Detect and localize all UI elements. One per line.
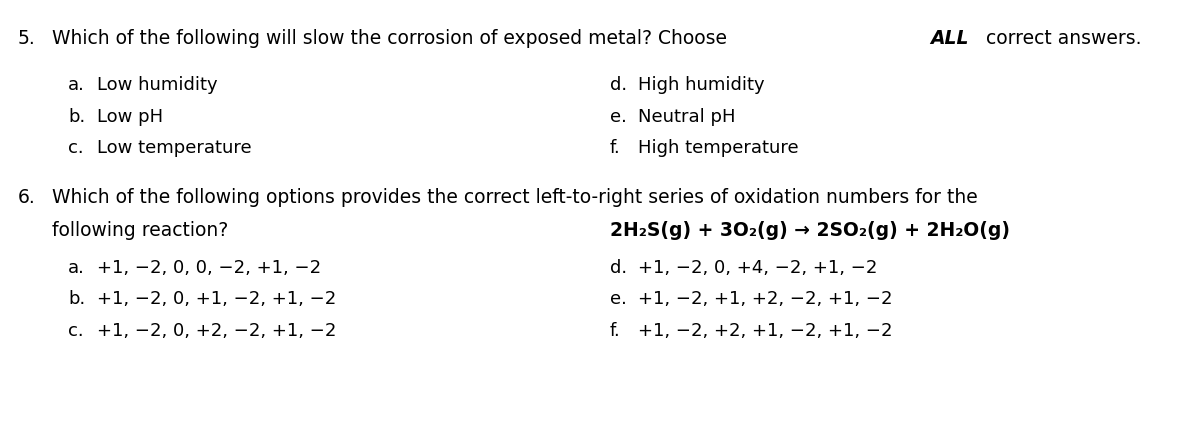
Text: +1, −2, 0, 0, −2, +1, −2: +1, −2, 0, 0, −2, +1, −2 [97,259,322,277]
Text: Which of the following options provides the correct left-to-right series of oxid: Which of the following options provides … [52,188,978,207]
Text: High temperature: High temperature [638,139,799,157]
Text: +1, −2, 0, +2, −2, +1, −2: +1, −2, 0, +2, −2, +1, −2 [97,322,336,340]
Text: High humidity: High humidity [638,76,764,94]
Text: +1, −2, 0, +1, −2, +1, −2: +1, −2, 0, +1, −2, +1, −2 [97,290,336,309]
Text: 6.: 6. [18,188,36,207]
Text: b.: b. [68,108,85,126]
Text: Low temperature: Low temperature [97,139,252,157]
Text: f.: f. [610,322,620,340]
Text: f.: f. [610,139,620,157]
Text: c.: c. [68,139,84,157]
Text: d.: d. [610,259,628,277]
Text: following reaction?: following reaction? [52,221,228,240]
Text: d.: d. [610,76,628,94]
Text: correct answers.: correct answers. [980,29,1142,48]
Text: Low humidity: Low humidity [97,76,217,94]
Text: +1, −2, +2, +1, −2, +1, −2: +1, −2, +2, +1, −2, +1, −2 [638,322,893,340]
Text: Which of the following will slow the corrosion of exposed metal? Choose: Which of the following will slow the cor… [52,29,733,48]
Text: +1, −2, +1, +2, −2, +1, −2: +1, −2, +1, +2, −2, +1, −2 [638,290,893,309]
Text: e.: e. [610,290,626,309]
Text: 5.: 5. [18,29,36,48]
Text: +1, −2, 0, +4, −2, +1, −2: +1, −2, 0, +4, −2, +1, −2 [638,259,877,277]
Text: 2H₂S(g) + 3O₂(g) → 2SO₂(g) + 2H₂O(g): 2H₂S(g) + 3O₂(g) → 2SO₂(g) + 2H₂O(g) [610,221,1010,240]
Text: a.: a. [68,259,85,277]
Text: e.: e. [610,108,626,126]
Text: a.: a. [68,76,85,94]
Text: c.: c. [68,322,84,340]
Text: ALL: ALL [931,29,970,48]
Text: b.: b. [68,290,85,309]
Text: Neutral pH: Neutral pH [638,108,736,126]
Text: Low pH: Low pH [97,108,163,126]
